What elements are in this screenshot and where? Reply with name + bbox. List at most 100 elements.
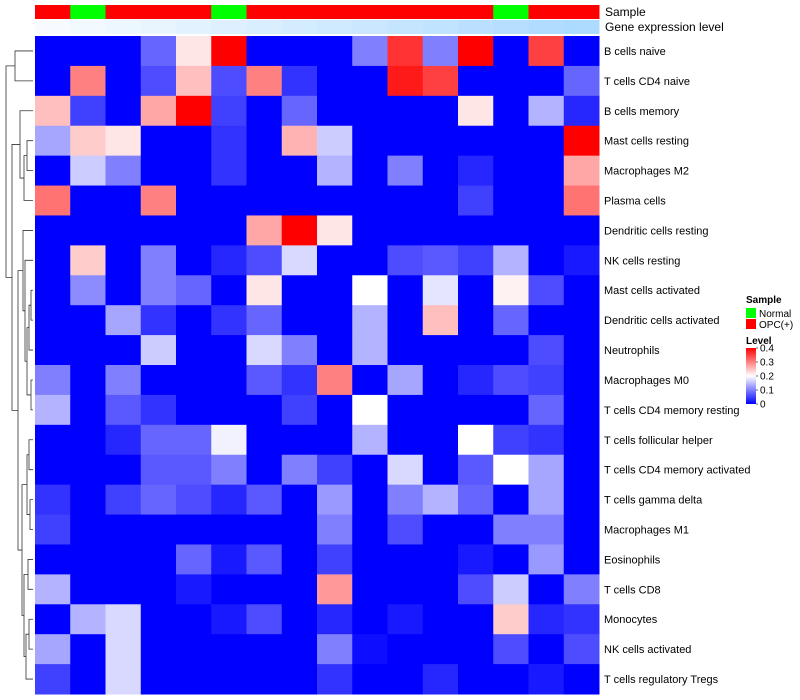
heatmap-cell — [105, 634, 142, 665]
heatmap-cell — [281, 514, 318, 545]
heatmap-cell — [35, 514, 71, 545]
heatmap-cell — [317, 335, 353, 366]
heatmap-cell — [140, 95, 177, 127]
heatmap-cell — [176, 95, 212, 127]
row-label: B cells memory — [604, 106, 680, 118]
heatmap-cell — [528, 604, 565, 635]
heatmap-cell — [35, 394, 71, 426]
dendrogram-branch — [25, 633, 33, 680]
heatmap-cell — [387, 215, 424, 246]
heatmap-cell — [176, 65, 212, 97]
heatmap-cell — [176, 365, 212, 396]
heatmap-cell — [352, 125, 388, 157]
heatmap-cell — [352, 604, 388, 635]
heatmap-cell — [211, 664, 247, 695]
heatmap-cell — [140, 634, 177, 665]
heatmap-cell — [105, 604, 142, 635]
heatmap-cell — [176, 574, 212, 605]
heatmap-cell — [246, 484, 283, 516]
heatmap-cell — [281, 574, 318, 605]
heatmap-cell — [317, 125, 353, 157]
heatmap-cell — [140, 65, 177, 97]
heatmap-cell — [246, 514, 283, 545]
heatmap-cell — [70, 484, 106, 516]
heatmap-cell — [352, 544, 388, 575]
heatmap-cell — [387, 424, 424, 456]
legend-label-normal: Normal — [759, 309, 791, 320]
heatmap-cell — [140, 36, 177, 67]
gene-expression-annotation-cell — [528, 20, 565, 34]
heatmap-cell — [317, 514, 353, 545]
heatmap-cell — [246, 544, 283, 575]
row-label: T cells regulatory Tregs — [604, 674, 719, 686]
dendrogram-branch — [26, 140, 33, 171]
heatmap-cell — [176, 664, 212, 695]
heatmap-cell — [563, 664, 600, 695]
heatmap-cell — [70, 514, 106, 545]
row-label: T cells CD8 — [604, 584, 661, 596]
heatmap-cell — [281, 454, 318, 486]
sample-legend-title: Sample — [746, 295, 782, 306]
heatmap-cell — [140, 215, 177, 246]
heatmap-cell — [35, 634, 71, 665]
sample-annotation-cell — [387, 5, 424, 19]
heatmap-cell — [211, 335, 247, 366]
heatmap-cell — [422, 65, 459, 97]
heatmap-cell — [422, 454, 459, 486]
heatmap-cell — [387, 514, 424, 545]
sample-annotation-cell — [176, 5, 212, 19]
heatmap-cell — [140, 424, 177, 456]
heatmap-cell — [140, 335, 177, 366]
heatmap-cell — [458, 544, 494, 575]
heatmap-cell — [246, 215, 283, 246]
heatmap-cell — [246, 36, 283, 67]
gene-expression-annotation-cell — [211, 20, 247, 34]
gene-expression-annotation-cell — [387, 20, 424, 34]
heatmap-cell — [493, 394, 529, 426]
heatmap-cell — [458, 394, 494, 426]
heatmap-cell — [70, 275, 106, 306]
gene-expression-annotation-cell — [422, 20, 459, 34]
heatmap-cell — [493, 185, 529, 216]
heatmap-cell — [387, 275, 424, 306]
heatmap-cell — [70, 454, 106, 486]
heatmap-cell — [140, 544, 177, 575]
sample-annotation-cell — [352, 5, 388, 19]
heatmap-cell — [105, 394, 142, 426]
heatmap-cell — [281, 125, 318, 157]
heatmap-cell — [317, 574, 353, 605]
legend-label-opc: OPC(+) — [759, 320, 793, 331]
heatmap-cell — [493, 604, 529, 635]
row-label: NK cells activated — [604, 644, 691, 656]
heatmap-cell — [70, 155, 106, 187]
heatmap-cell — [352, 514, 388, 545]
heatmap-cell — [140, 394, 177, 426]
heatmap-cell — [493, 335, 529, 366]
heatmap-cell — [317, 604, 353, 635]
heatmap-cell — [246, 185, 283, 216]
heatmap-cell — [422, 365, 459, 396]
row-label: Macrophages M1 — [604, 525, 689, 537]
heatmap-cell — [317, 394, 353, 426]
heatmap-cell — [458, 454, 494, 486]
heatmap-cell — [528, 305, 565, 336]
heatmap-cell — [281, 215, 318, 246]
sample-annotation-cell — [211, 5, 247, 19]
heatmap-cell — [281, 275, 318, 306]
heatmap-cell — [317, 305, 353, 336]
sample-legend: Sample Normal OPC(+) — [746, 295, 793, 331]
row-label: T cells gamma delta — [604, 495, 703, 507]
heatmap-cell — [493, 514, 529, 545]
dendrogram-branch — [22, 230, 33, 312]
heatmap-cell — [352, 454, 388, 486]
heatmap-cell — [70, 245, 106, 276]
heatmap-cell — [105, 95, 142, 127]
heatmap-cell — [176, 484, 212, 516]
heatmap-cell — [528, 215, 565, 246]
heatmap-cell — [35, 275, 71, 306]
heatmap-cell — [140, 454, 177, 486]
sample-annotation-cell — [493, 5, 529, 19]
heatmap-cell — [493, 544, 529, 575]
heatmap-cell — [211, 305, 247, 336]
heatmap-cell — [387, 544, 424, 575]
